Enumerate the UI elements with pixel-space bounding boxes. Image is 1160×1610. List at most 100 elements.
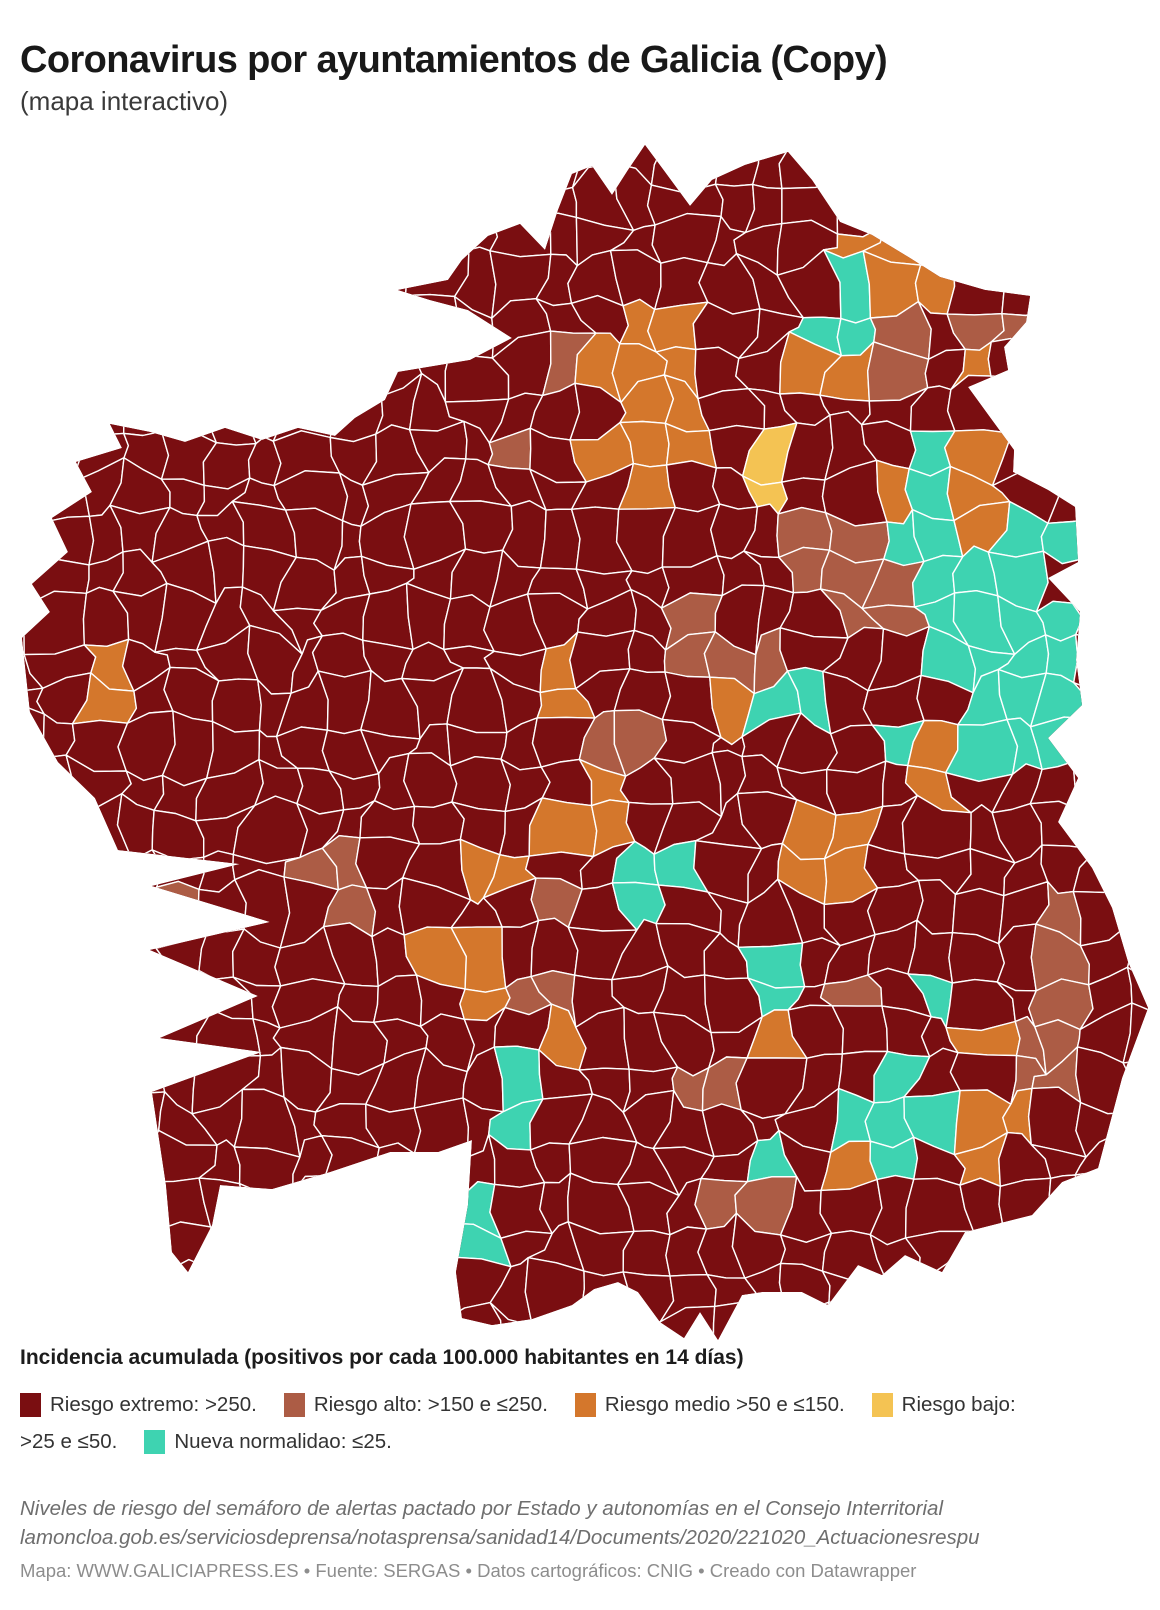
- municipality[interactable]: [482, 175, 543, 223]
- municipality[interactable]: [0, 1131, 49, 1197]
- municipality[interactable]: [189, 246, 247, 310]
- municipality[interactable]: [158, 1258, 210, 1326]
- municipality[interactable]: [117, 1267, 174, 1320]
- municipality[interactable]: [0, 835, 47, 900]
- municipality[interactable]: [1090, 1226, 1137, 1279]
- municipality[interactable]: [23, 1055, 90, 1113]
- municipality[interactable]: [32, 929, 74, 981]
- municipality[interactable]: [37, 1135, 83, 1203]
- municipality[interactable]: [0, 892, 47, 945]
- municipality[interactable]: [1118, 456, 1160, 533]
- municipality[interactable]: [0, 1055, 51, 1118]
- municipality[interactable]: [68, 1189, 128, 1228]
- municipality[interactable]: [319, 302, 389, 362]
- municipality[interactable]: [398, 128, 457, 177]
- municipality[interactable]: [1122, 802, 1160, 866]
- municipality[interactable]: [148, 219, 214, 262]
- municipality[interactable]: [945, 128, 1005, 193]
- municipality[interactable]: [1040, 246, 1084, 309]
- municipality[interactable]: [1028, 340, 1080, 394]
- municipality[interactable]: [69, 1216, 128, 1278]
- municipality[interactable]: [1031, 129, 1097, 179]
- municipality[interactable]: [28, 385, 91, 432]
- municipality[interactable]: [328, 356, 386, 397]
- municipality[interactable]: [82, 850, 134, 899]
- municipality[interactable]: [68, 1092, 127, 1144]
- municipality[interactable]: [0, 292, 49, 351]
- municipality[interactable]: [190, 129, 249, 186]
- municipality[interactable]: [0, 796, 50, 859]
- municipality[interactable]: [0, 456, 48, 534]
- municipality[interactable]: [43, 248, 81, 313]
- municipality[interactable]: [1125, 1177, 1160, 1238]
- municipality[interactable]: [201, 335, 243, 402]
- municipality[interactable]: [31, 754, 75, 827]
- municipality[interactable]: [0, 255, 51, 312]
- municipality[interactable]: [156, 246, 205, 306]
- municipality[interactable]: [323, 1217, 387, 1280]
- municipality[interactable]: [1083, 517, 1128, 569]
- municipality[interactable]: [292, 1174, 327, 1228]
- municipality[interactable]: [273, 134, 344, 192]
- municipality[interactable]: [329, 381, 384, 443]
- municipality[interactable]: [71, 877, 126, 940]
- municipality[interactable]: [121, 849, 164, 900]
- municipality[interactable]: [235, 174, 295, 234]
- municipality[interactable]: [1029, 716, 1100, 771]
- municipality[interactable]: [1080, 424, 1138, 463]
- municipality[interactable]: [378, 220, 411, 272]
- municipality[interactable]: [1072, 885, 1134, 947]
- municipality[interactable]: [61, 1005, 112, 1073]
- municipality[interactable]: [0, 1191, 49, 1239]
- municipality[interactable]: [1039, 212, 1099, 276]
- municipality[interactable]: [367, 1223, 426, 1279]
- municipality[interactable]: [233, 1146, 301, 1196]
- municipality[interactable]: [33, 126, 67, 189]
- municipality[interactable]: [44, 1005, 75, 1073]
- municipality[interactable]: [241, 305, 291, 360]
- municipality[interactable]: [1050, 424, 1089, 470]
- municipality[interactable]: [204, 1222, 257, 1268]
- municipality[interactable]: [399, 1152, 468, 1195]
- municipality[interactable]: [0, 1011, 51, 1074]
- municipality[interactable]: [946, 256, 1007, 316]
- municipality[interactable]: [1072, 761, 1125, 820]
- municipality[interactable]: [56, 124, 131, 184]
- municipality[interactable]: [369, 173, 420, 232]
- municipality[interactable]: [0, 1109, 39, 1155]
- municipality[interactable]: [115, 1219, 174, 1275]
- municipality[interactable]: [25, 292, 85, 343]
- municipality[interactable]: [937, 182, 1006, 230]
- municipality[interactable]: [283, 343, 341, 403]
- municipality[interactable]: [65, 168, 114, 233]
- municipality[interactable]: [154, 332, 211, 402]
- municipality[interactable]: [1113, 186, 1160, 235]
- municipality[interactable]: [665, 460, 721, 513]
- municipality[interactable]: [243, 1222, 299, 1262]
- municipality[interactable]: [1071, 602, 1127, 637]
- municipality[interactable]: [367, 127, 420, 185]
- municipality[interactable]: [320, 165, 380, 229]
- municipality[interactable]: [32, 1194, 83, 1238]
- municipality[interactable]: [203, 1259, 249, 1326]
- municipality[interactable]: [66, 1135, 127, 1197]
- municipality[interactable]: [987, 130, 1052, 184]
- municipality[interactable]: [159, 289, 211, 337]
- municipality[interactable]: [63, 1267, 135, 1327]
- municipality[interactable]: [72, 1052, 116, 1101]
- municipality[interactable]: [65, 929, 126, 984]
- municipality[interactable]: [442, 144, 506, 178]
- municipality[interactable]: [31, 877, 85, 945]
- municipality[interactable]: [232, 1249, 297, 1316]
- municipality[interactable]: [1072, 681, 1139, 726]
- municipality[interactable]: [115, 886, 162, 949]
- municipality[interactable]: [106, 252, 169, 293]
- municipality[interactable]: [1125, 630, 1160, 695]
- municipality[interactable]: [442, 166, 494, 234]
- municipality[interactable]: [413, 1097, 470, 1160]
- municipality[interactable]: [1028, 297, 1084, 348]
- municipality[interactable]: [910, 1262, 954, 1324]
- municipality[interactable]: [650, 132, 720, 194]
- municipality[interactable]: [524, 1256, 585, 1327]
- municipality[interactable]: [103, 168, 166, 229]
